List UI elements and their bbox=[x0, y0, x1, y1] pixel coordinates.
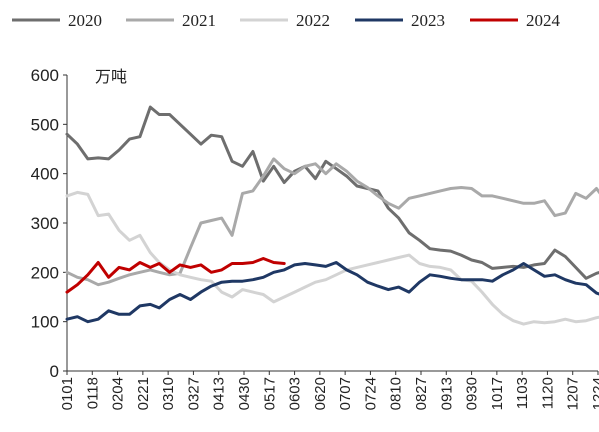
series-group bbox=[65, 105, 599, 326]
x-tick-label: 0620 bbox=[312, 377, 329, 410]
x-tick-label: 0724 bbox=[362, 377, 379, 410]
legend-label-2020: 2020 bbox=[68, 11, 102, 30]
y-tick-label: 100 bbox=[31, 313, 59, 332]
legend-label-2021: 2021 bbox=[182, 11, 216, 30]
x-tick-label: 0310 bbox=[160, 377, 177, 410]
y-tick-label: 600 bbox=[31, 66, 59, 85]
series-line-2020 bbox=[65, 105, 599, 280]
series-line-2022 bbox=[65, 190, 599, 326]
y-tick-label: 400 bbox=[31, 165, 59, 184]
x-tick-label: 1017 bbox=[489, 377, 506, 410]
y-tick-label: 200 bbox=[31, 263, 59, 282]
x-tick-label: 0827 bbox=[413, 377, 430, 410]
x-tick-label: 0810 bbox=[388, 377, 405, 410]
x-tick-label: 1207 bbox=[565, 377, 582, 410]
x-axis-ticks: 0101 0118 0204 0221 0310 0327 0413 0430 0517 0603… bbox=[59, 371, 599, 410]
series-line-2024 bbox=[65, 257, 286, 294]
legend: 2020 2021 2022 2023 2024 bbox=[12, 11, 561, 30]
x-tick-label: 0221 bbox=[135, 377, 152, 410]
x-tick-label: 0603 bbox=[287, 377, 304, 410]
x-tick-label: 0327 bbox=[185, 377, 202, 410]
x-tick-label: 1224 bbox=[590, 377, 599, 410]
y-axis-unit-label: 万吨 bbox=[95, 67, 127, 86]
legend-label-2022: 2022 bbox=[296, 11, 330, 30]
x-tick-label: 0413 bbox=[211, 377, 228, 410]
x-tick-label: 0430 bbox=[236, 377, 253, 410]
y-tick-label: 0 bbox=[50, 362, 59, 381]
series-line-2021 bbox=[65, 157, 599, 287]
x-tick-label: 0101 bbox=[59, 377, 76, 410]
legend-label-2024: 2024 bbox=[526, 11, 561, 30]
x-tick-label: 0930 bbox=[464, 377, 481, 410]
y-tick-label: 300 bbox=[31, 214, 59, 233]
x-tick-label: 0517 bbox=[261, 377, 278, 410]
x-tick-label: 0118 bbox=[84, 377, 101, 409]
x-tick-label: 0204 bbox=[110, 377, 127, 410]
y-tick-label: 500 bbox=[31, 115, 59, 134]
x-tick-label: 1120 bbox=[539, 377, 556, 409]
x-tick-label: 0913 bbox=[438, 377, 455, 410]
series-line-2023 bbox=[65, 261, 599, 324]
x-tick-label: 0707 bbox=[337, 377, 354, 410]
x-tick-label: 1103 bbox=[514, 377, 531, 409]
y-axis-ticks: 0 100 200 300 400 500 600 bbox=[31, 66, 67, 381]
legend-label-2023: 2023 bbox=[411, 11, 445, 30]
